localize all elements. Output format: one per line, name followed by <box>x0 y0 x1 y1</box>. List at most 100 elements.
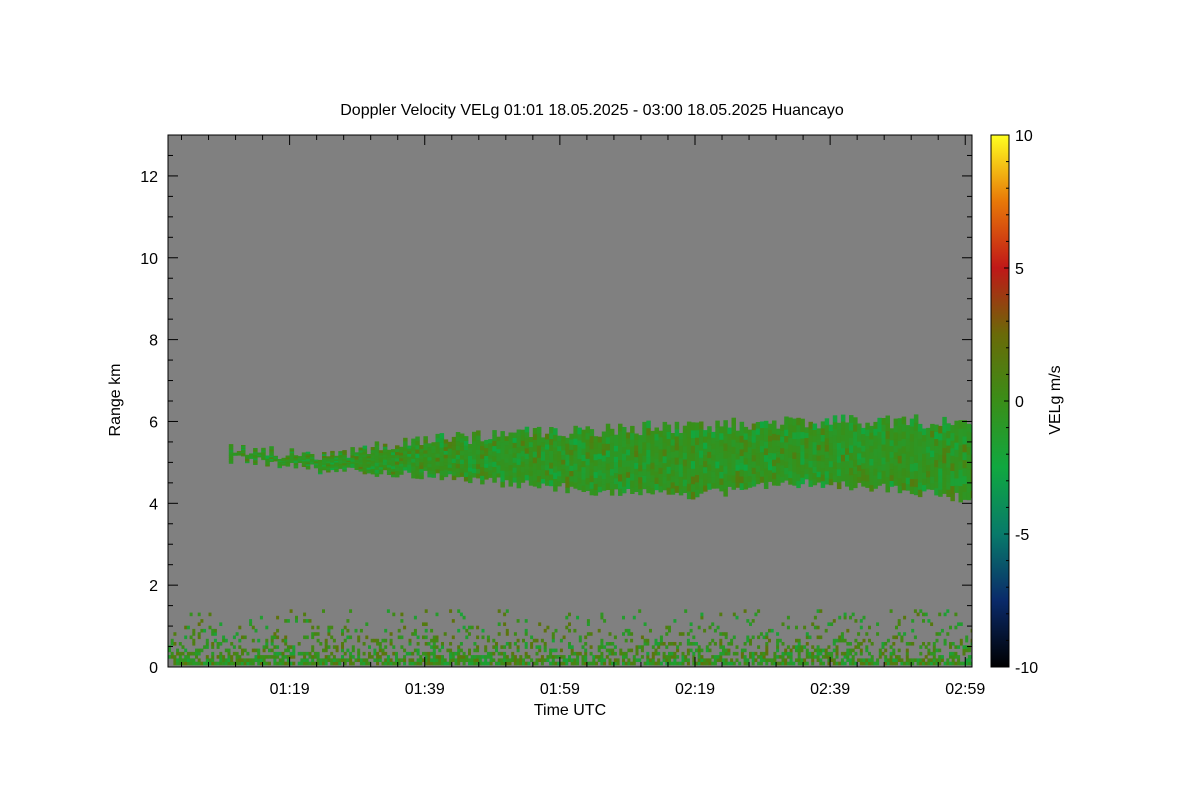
cloud-cell <box>889 445 895 452</box>
cloud-cell <box>630 425 635 434</box>
boundary-layer-cell <box>438 661 442 666</box>
boundary-layer-cell <box>246 658 250 662</box>
boundary-layer-cell <box>927 648 931 653</box>
boundary-layer-cell <box>600 661 604 666</box>
boundary-layer-cell <box>781 655 785 659</box>
boundary-layer-cell <box>186 625 190 630</box>
boundary-layer-cell <box>708 625 712 630</box>
boundary-layer-cell <box>316 638 320 643</box>
cloud-cell <box>532 445 538 452</box>
boundary-layer-cell <box>381 638 385 643</box>
cloud-cell <box>597 475 603 482</box>
cloud-cell <box>403 454 408 458</box>
cloud-cell <box>861 480 866 487</box>
boundary-layer-cell <box>662 655 666 659</box>
cloud-cell <box>245 462 250 464</box>
boundary-layer-cell <box>900 635 904 640</box>
cloud-cell <box>370 449 376 453</box>
boundary-layer-cell <box>324 645 328 649</box>
boundary-layer-cell <box>497 609 501 613</box>
cloud-cell <box>609 428 615 436</box>
cloud-cell <box>265 462 270 465</box>
boundary-layer-cell <box>368 645 371 649</box>
cloud-cell <box>966 477 972 485</box>
boundary-layer-cell <box>711 655 715 659</box>
boundary-layer-cell <box>592 658 596 662</box>
boundary-layer-cell <box>822 655 825 659</box>
boundary-layer-cell <box>965 661 969 666</box>
cloud-cell <box>318 472 323 475</box>
cloud-cell <box>318 462 323 465</box>
boundary-layer-cell <box>924 612 928 617</box>
cloud-cell <box>796 438 801 447</box>
boundary-layer-cell <box>322 648 325 653</box>
cloud-cell <box>917 431 923 439</box>
boundary-layer-cell <box>659 638 663 643</box>
cloud-cell <box>638 476 643 484</box>
cloud-cell <box>540 464 546 470</box>
boundary-layer-cell <box>219 661 223 666</box>
boundary-layer-cell <box>273 651 277 656</box>
boundary-layer-cell <box>470 661 474 666</box>
cloud-cell <box>678 464 684 471</box>
cloud-cell <box>747 481 753 488</box>
cloud-cell <box>699 443 704 451</box>
cloud-cell <box>857 476 862 483</box>
cloud-cell <box>322 461 327 464</box>
boundary-layer-cell <box>503 645 507 649</box>
cloud-cell <box>443 439 449 444</box>
boundary-layer-cell <box>646 661 650 666</box>
boundary-layer-cell <box>257 661 261 666</box>
cloud-cell <box>601 461 607 468</box>
cloud-cell <box>682 459 688 467</box>
cloud-cell <box>451 449 457 455</box>
boundary-layer-cell <box>170 642 174 646</box>
cloud-cell <box>670 445 676 452</box>
cloud-cell <box>358 461 363 465</box>
cloud-cell <box>557 481 562 487</box>
cloud-cell <box>776 479 781 486</box>
cloud-cell <box>524 426 530 433</box>
cloud-cell <box>431 442 436 447</box>
cloud-cell <box>326 468 331 471</box>
boundary-layer-cell <box>851 655 855 659</box>
cloud-cell <box>816 433 822 440</box>
boundary-layer-cell <box>254 658 258 662</box>
cloud-cell <box>411 442 416 447</box>
boundary-layer-cell <box>824 651 828 656</box>
boundary-layer-cell <box>865 645 869 649</box>
cloud-cell <box>613 467 619 474</box>
cloud-cell <box>545 469 550 476</box>
boundary-layer-cell <box>535 645 539 649</box>
boundary-layer-cell <box>838 661 842 666</box>
cloud-cell <box>735 436 740 443</box>
boundary-layer-cell <box>789 655 793 659</box>
cloud-cell <box>840 427 846 435</box>
cloud-cell <box>532 468 538 475</box>
cloud-cell <box>727 427 732 434</box>
cloud-cell <box>411 474 416 479</box>
cloud-cell <box>674 457 680 465</box>
boundary-layer-cell <box>692 642 696 646</box>
cloud-cell <box>788 477 793 485</box>
cloud-cell <box>346 458 351 461</box>
boundary-layer-cell <box>368 655 371 659</box>
cloud-cell <box>439 475 445 481</box>
cloud-cell <box>391 465 396 469</box>
cloud-cell <box>516 470 522 477</box>
cloud-cell <box>301 458 307 460</box>
cloud-cell <box>662 462 668 470</box>
boundary-layer-cell <box>824 655 828 659</box>
boundary-layer-cell <box>432 661 436 666</box>
cloud-cell <box>836 482 842 490</box>
cloud-cell <box>508 470 513 476</box>
boundary-layer-cell <box>511 658 515 662</box>
boundary-layer-cell <box>576 658 580 662</box>
boundary-layer-cell <box>386 661 390 666</box>
boundary-layer-cell <box>462 651 466 656</box>
cloud-cell <box>330 465 335 469</box>
boundary-layer-cell <box>535 658 539 662</box>
cloud-cell <box>938 475 943 483</box>
boundary-layer-cell <box>662 651 666 656</box>
boundary-layer-cell <box>349 661 353 666</box>
